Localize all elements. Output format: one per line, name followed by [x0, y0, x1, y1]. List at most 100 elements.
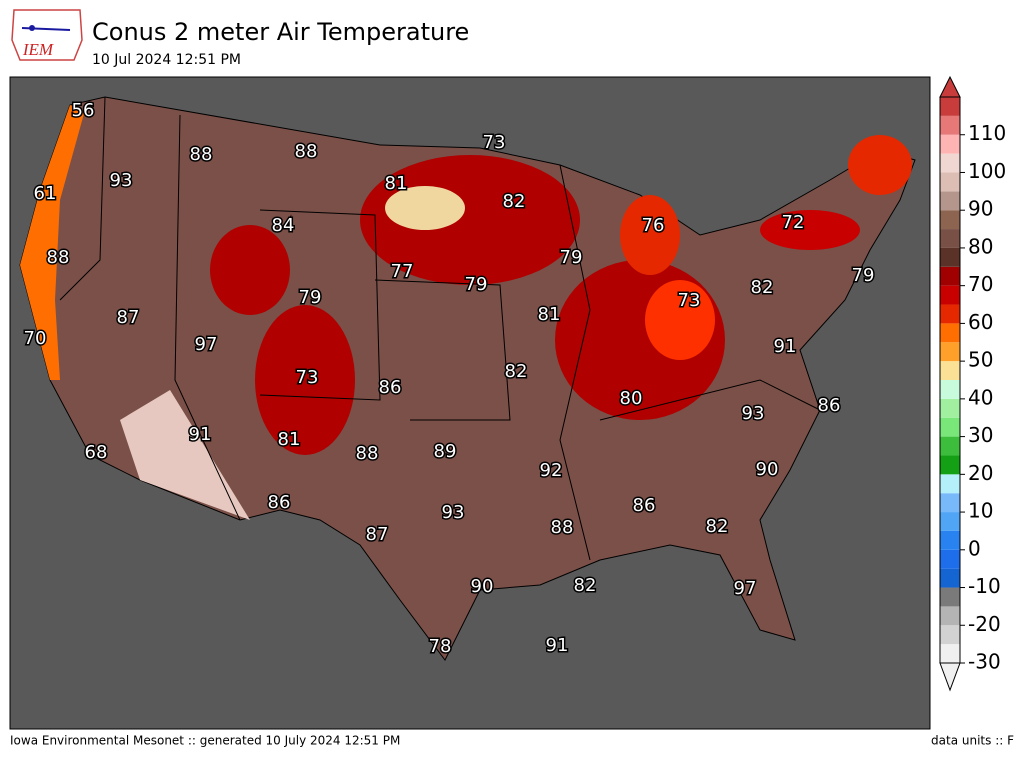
station-value: 61 [34, 183, 57, 204]
station-value: 72 [782, 212, 805, 233]
station-value: 87 [366, 524, 389, 545]
station-value: 82 [503, 191, 526, 212]
station-value: 77 [391, 261, 414, 282]
colorbar-tick-label: 30 [968, 423, 993, 447]
station-value: 73 [296, 367, 319, 388]
colorbar-tick-label: 40 [968, 385, 993, 409]
station-value: 78 [429, 636, 452, 657]
station-value: 88 [190, 144, 213, 165]
station-value: 79 [299, 287, 322, 308]
colorbar-tick-label: 90 [968, 197, 993, 221]
colorbar-band [940, 210, 960, 230]
map [9, 76, 931, 730]
colorbar-band [940, 247, 960, 267]
station-value: 92 [540, 460, 563, 481]
logo-text: IEM [22, 40, 54, 59]
colorbar-tick-label: -20 [968, 612, 1001, 636]
footer-right: data units :: F [931, 734, 1014, 748]
station-value: 91 [189, 424, 212, 445]
station-value: 84 [272, 215, 295, 236]
station-value: 86 [268, 492, 291, 513]
colorbar-band [940, 549, 960, 569]
colorbar-band [940, 342, 960, 362]
colorbar-band [940, 361, 960, 380]
station-value: 79 [852, 265, 875, 286]
station-value: 87 [117, 307, 140, 328]
colorbar-band [940, 398, 960, 418]
station-value: 81 [538, 304, 561, 325]
colorbar-band [940, 229, 960, 248]
colorbar-tick-label: 100 [968, 159, 1006, 183]
colorbar-band [940, 606, 960, 626]
station-labels: 56 61 93 88 88 73 81 82 76 72 88 84 77 79 79 79 87 79 81 73… [22, 99, 876, 659]
colorbar-band [940, 530, 960, 550]
colorbar-band [940, 493, 960, 513]
colorbar-band [940, 436, 960, 456]
subtitle: 10 Jul 2024 12:51 PM [92, 52, 241, 68]
colorbar-tick-label: -30 [968, 650, 1001, 674]
station-value: 97 [195, 334, 218, 355]
colorbar-band [940, 153, 960, 173]
station-value: 76 [642, 215, 665, 236]
colorbar-band [940, 172, 960, 192]
colorbar-tick-label: 60 [968, 310, 993, 334]
station-value: 88 [47, 247, 70, 268]
station-value: 73 [483, 132, 506, 153]
colorbar-tick-label: 110 [968, 121, 1006, 145]
footer-left: Iowa Environmental Mesonet :: generated … [10, 734, 400, 748]
colorbar-band [940, 97, 960, 116]
station-value: 70 [24, 328, 47, 349]
station-value: 82 [706, 516, 729, 537]
station-value: 97 [734, 578, 757, 599]
station-value: 93 [110, 170, 133, 191]
colorbar-band [940, 512, 960, 531]
station-value: 90 [471, 576, 494, 597]
colorbar-band [940, 304, 960, 324]
colorbar-tick-label: 0 [968, 536, 981, 560]
station-value: 79 [465, 274, 488, 295]
colorbar-band [940, 644, 960, 663]
colorbar-tick-label: 80 [968, 234, 993, 258]
colorbar-band [940, 115, 960, 135]
logo: IEM [11, 9, 83, 61]
station-value: 86 [818, 395, 841, 416]
title: Conus 2 meter Air Temperature [92, 18, 469, 46]
colorbar-band [940, 474, 960, 494]
station-value: 88 [295, 141, 318, 162]
colorbar-band [940, 134, 960, 154]
station-value: 73 [678, 290, 701, 311]
station-value: 82 [505, 361, 528, 382]
colorbar-tick-label: 50 [968, 348, 993, 372]
station-value: 79 [560, 247, 583, 268]
colorbar-band [940, 285, 960, 305]
colorbar-band [940, 625, 960, 645]
station-value: 91 [774, 336, 797, 357]
station-value: 56 [72, 100, 95, 121]
station-value: 88 [356, 443, 379, 464]
station-value: 82 [751, 277, 774, 298]
station-value: 86 [379, 377, 402, 398]
colorbar-band [940, 568, 960, 588]
colorbar-arrow-top [939, 75, 961, 98]
colorbar-band [940, 266, 960, 286]
station-value: 81 [278, 429, 301, 450]
colorbar-tick-label: -10 [968, 574, 1001, 598]
station-value: 93 [742, 403, 765, 424]
colorbar-band [940, 191, 960, 211]
colorbar-tick-label: 10 [968, 499, 993, 523]
colorbar-band [940, 417, 960, 437]
colorbar-tick-label: 20 [968, 461, 993, 485]
colorbar-frame [939, 96, 961, 664]
station-value: 89 [434, 441, 457, 462]
station-value: 68 [85, 442, 108, 463]
colorbar-band [940, 380, 960, 399]
station-value: 80 [620, 388, 643, 409]
colorbar: -30 -20 -10 0 10 20 30 40 50 60 70 80 90 100 110 [939, 75, 1006, 692]
colorbar-arrow-bottom [939, 662, 961, 692]
station-value: 86 [633, 495, 656, 516]
station-value: 93 [442, 502, 465, 523]
colorbar-band [940, 455, 960, 475]
station-value: 90 [756, 459, 779, 480]
colorbar-tick-label: 70 [968, 272, 993, 296]
